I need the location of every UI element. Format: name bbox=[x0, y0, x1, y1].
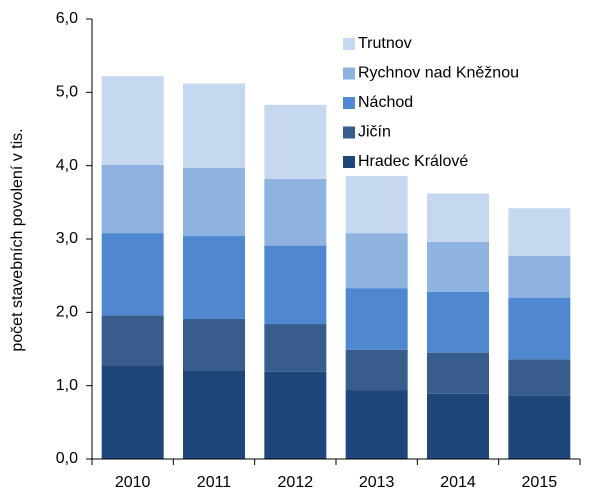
bar-segment bbox=[101, 365, 164, 459]
bar-segment bbox=[183, 371, 245, 459]
y-tick-label: 2,0 bbox=[56, 304, 78, 321]
bar-segment bbox=[345, 288, 408, 350]
x-tick-label: 2012 bbox=[278, 474, 314, 491]
x-tick-label: 2011 bbox=[197, 474, 232, 491]
x-tick-label: 2015 bbox=[522, 474, 558, 491]
x-tick-label: 2013 bbox=[359, 474, 395, 491]
bar-segment bbox=[427, 241, 489, 292]
bar-segment bbox=[508, 255, 571, 298]
bar-segment bbox=[264, 324, 327, 372]
legend-label: Rychnov nad Kněžnou bbox=[358, 65, 519, 82]
bar-segment bbox=[183, 167, 245, 237]
bar-segment bbox=[264, 178, 327, 246]
y-tick-label: 4,0 bbox=[56, 157, 78, 174]
x-tick-label: 2014 bbox=[440, 474, 476, 491]
y-tick-label: 6,0 bbox=[56, 10, 78, 27]
legend-label: Jičín bbox=[358, 124, 391, 141]
bar-segment bbox=[427, 393, 489, 459]
bar-segment bbox=[264, 245, 327, 325]
y-tick-label: 5,0 bbox=[56, 84, 78, 101]
bar-segment bbox=[345, 390, 408, 459]
bar-segment bbox=[345, 349, 408, 391]
x-tick-label: 2010 bbox=[115, 474, 151, 491]
legend-swatch bbox=[343, 97, 355, 109]
y-tick-label: 1,0 bbox=[56, 377, 78, 394]
legend-swatch bbox=[343, 67, 355, 80]
bar-segment bbox=[101, 315, 164, 366]
bar-segment bbox=[427, 291, 489, 353]
y-axis-label: počet stavebních povolení v tis. bbox=[9, 128, 26, 351]
bar-segment bbox=[508, 359, 571, 396]
bar-segment bbox=[264, 104, 327, 179]
bar-segment bbox=[345, 175, 408, 234]
legend-label: Náchod bbox=[358, 94, 413, 111]
legend-swatch bbox=[343, 126, 355, 139]
bar-segment bbox=[508, 297, 571, 360]
legend-swatch bbox=[343, 38, 355, 50]
legend-label: Hradec Králové bbox=[358, 153, 468, 170]
bar-segment bbox=[101, 76, 164, 165]
legend-swatch bbox=[343, 156, 355, 168]
y-tick-label: 3,0 bbox=[56, 230, 78, 247]
bar-segment bbox=[508, 208, 571, 256]
bar-segment bbox=[101, 233, 164, 316]
y-tick-label: 0,0 bbox=[56, 450, 78, 467]
bar-segment bbox=[508, 395, 571, 459]
bar-segment bbox=[183, 318, 245, 371]
bar-segment bbox=[345, 233, 408, 289]
bar-segment bbox=[427, 352, 489, 394]
legend-label: Trutnov bbox=[358, 35, 412, 52]
bar-segment bbox=[264, 371, 327, 459]
bar-segment bbox=[183, 83, 245, 168]
bar-segment bbox=[183, 236, 245, 319]
bar-segment bbox=[427, 193, 489, 242]
bar-segment bbox=[101, 164, 164, 234]
